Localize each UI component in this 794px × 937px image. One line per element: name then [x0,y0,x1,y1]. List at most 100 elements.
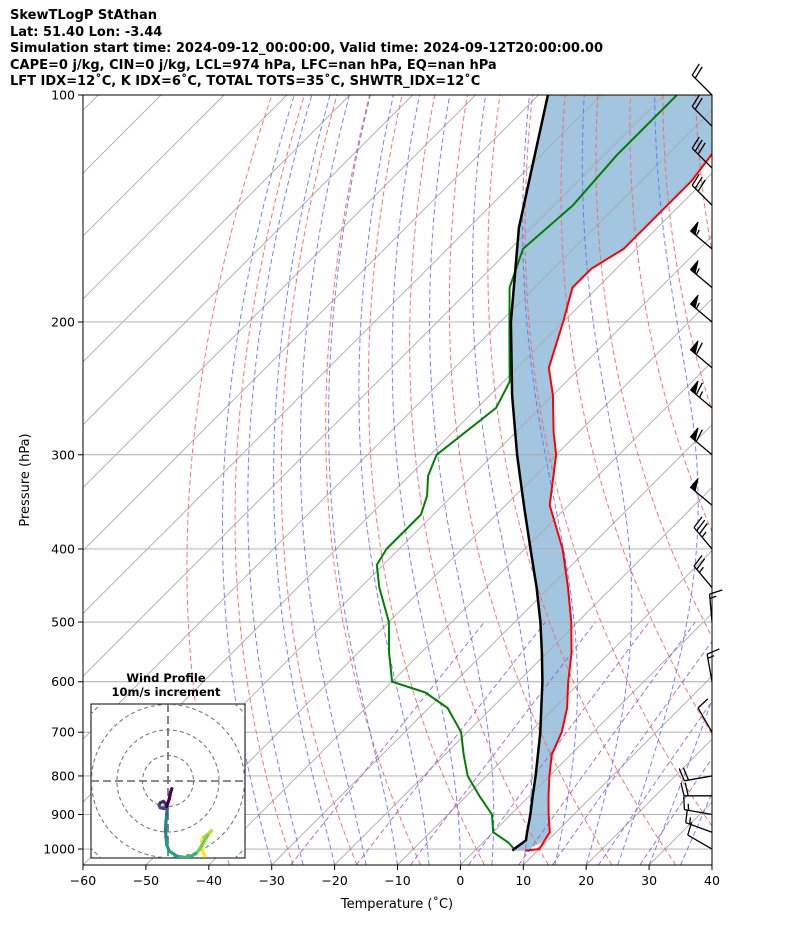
moist-adiabat [429,95,495,865]
isotherm-line [460,612,712,865]
x-tick-label: −20 [321,873,347,888]
isotherm-line [83,95,225,237]
dry-adiabat [280,95,358,865]
dry-adiabat [629,95,712,533]
parcel-profile [509,95,550,852]
dry-adiabat [409,95,549,865]
isotherm-line [83,95,665,677]
isotherm-line [83,95,288,300]
mixing-ratio-line [355,621,546,865]
y-tick-label: 300 [51,447,75,462]
mixing-ratio-line [468,621,650,865]
y-tick-label: 600 [51,674,75,689]
isotherm-line [83,95,602,615]
isotherm-line [271,424,712,865]
wind-barb [689,380,713,409]
mixing-ratio-line [639,757,712,865]
y-tick-label: 200 [51,314,75,329]
moist-adiabat [648,698,712,865]
wind-barb [693,555,713,588]
wind-barb [689,221,713,250]
dry-adiabat [694,95,712,254]
wind-barb [708,589,723,623]
moist-adiabat [711,863,712,865]
dry-adiabat [448,95,613,865]
wind-barb [689,477,713,506]
location-line: Lat: 51.40 Lon: -3.44 [10,24,163,40]
isotherm-line [145,298,712,865]
dry-adiabat [234,95,305,865]
x-tick-label: −60 [70,873,96,888]
isotherm-line [711,864,712,865]
wind-barb [691,136,713,169]
axes: −60 −50 −40 −30 −20 −10 0 10 20 30 40 1000 900 800 700… [43,88,720,889]
x-tick-label: 10 [515,873,531,888]
moist-adiabat [328,95,398,865]
chart-title: SkewTLogP StAthan [10,8,158,23]
x-tick-label: −40 [196,873,222,888]
wind-barb [678,767,713,782]
temperature-profile [524,152,712,852]
mixing-ratio-lines [290,621,712,865]
mixing-ratio-line [410,621,596,865]
wind-barb [689,294,713,323]
wind-barb [683,796,713,816]
dry-adiabat [560,95,712,736]
moist-adiabat [358,95,430,865]
wind-barb [706,648,720,682]
wind-barb [680,782,712,797]
moist-adiabat [617,95,699,865]
dry-adiabat [662,95,712,413]
x-tick-label: 20 [578,873,594,888]
wind-barb [691,173,713,206]
dry-adiabat [595,95,712,639]
hodograph-segment [168,787,174,795]
x-axis-label: Temperature (˚C) [340,896,453,912]
moist-adiabats [221,95,712,865]
isotherm-line [397,549,712,865]
dry-adiabat [524,95,712,828]
y-tick-label: 400 [51,541,75,556]
dewpoint-profile [375,95,678,852]
wind-barb [689,340,713,369]
wind-barb [691,94,713,127]
moist-adiabat [391,95,461,865]
isotherm-line [334,486,712,865]
dry-adiabat [487,95,677,865]
moist-adiabat [247,95,313,865]
isotherm-line [83,95,476,489]
moist-adiabat [299,95,367,865]
chart-header: SkewTLogP StAthan Lat: 51.40 Lon: -3.44 … [10,8,603,91]
wind-barb [689,260,713,288]
x-tick-label: −10 [384,873,410,888]
x-tick-label: 40 [704,873,720,888]
time-line: Simulation start time: 2024-09-12_00:00:… [10,41,603,56]
isotherm-line [83,95,351,363]
y-tick-label: 100 [51,88,75,103]
y-axis-label: Pressure (hPa) [18,433,33,526]
moist-adiabat [472,95,533,865]
y-tick-label: 1000 [43,842,75,857]
wind-barb [685,809,713,833]
hodograph-title: Wind Profile [126,671,206,685]
mixing-ratio-line [290,621,485,865]
isotherm-line [83,95,414,426]
wind-barb [691,63,713,96]
x-tick-label: 30 [641,873,657,888]
cin-shading [510,95,712,851]
isotherm-line [208,361,712,865]
dry-adiabat [367,95,485,865]
isotherm-line [522,675,712,865]
dry-adiabat [325,95,422,865]
wind-barb [693,516,713,550]
wind-barb [697,698,713,733]
x-tick-label: −30 [259,873,285,888]
x-tick-label: −50 [133,873,159,888]
mixing-ratio-line [518,621,696,865]
x-tick-label: 0 [456,873,464,888]
mixing-ratio-line [551,640,712,865]
stability-line: CAPE=0 j/kg, CIN=0 j/kg, LCL=974 hPa, LF… [10,57,497,73]
profiles [375,95,712,852]
dry-adiabat [761,95,794,865]
